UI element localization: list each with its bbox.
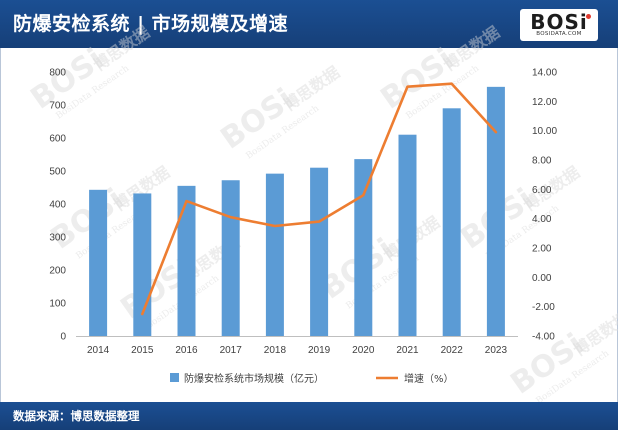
x-tick-label: 2023 xyxy=(485,345,508,356)
y-right-tick-label: 10.00 xyxy=(532,126,557,137)
logo-main-text: BOSi xyxy=(530,10,588,34)
x-tick-label: 2017 xyxy=(220,345,243,356)
y-left-tick-label: 600 xyxy=(49,134,66,145)
page-title: 防爆安检系统 | 市场规模及增速 xyxy=(13,13,289,35)
logo-dot-icon xyxy=(586,14,591,19)
bar xyxy=(177,185,196,336)
chart-axes: 0 100 200 300 400 500 600 700 800 -4.00 -2.00 0.00 2… xyxy=(49,68,557,357)
bar xyxy=(310,167,329,336)
x-tick-label: 2018 xyxy=(264,345,287,356)
legend-line-label: 增速（%） xyxy=(404,372,454,385)
y-left-tick-label: 400 xyxy=(49,200,66,211)
chart-legend: 防爆安检系统市场规模（亿元） 增速（%） xyxy=(170,372,454,385)
brand-logo: BOSi BOSIDATA.COM xyxy=(520,9,598,41)
legend-bar-swatch xyxy=(170,373,179,382)
x-tick-label: 2021 xyxy=(396,345,419,356)
y-left-tick-label: 700 xyxy=(49,101,66,112)
footer-bar: 数据来源：博思数据整理 xyxy=(0,402,618,430)
x-tick-label: 2014 xyxy=(87,345,110,356)
bar-series xyxy=(89,86,505,336)
x-tick-label: 2022 xyxy=(441,345,464,356)
y-right-tick-label: 2.00 xyxy=(532,244,552,255)
bar xyxy=(442,108,461,336)
x-tick-label: 2015 xyxy=(131,345,154,356)
bar xyxy=(354,159,373,336)
y-right-tick-label: 8.00 xyxy=(532,156,552,167)
logo-sub-text: BOSIDATA.COM xyxy=(536,31,582,37)
bar xyxy=(398,134,417,336)
bar xyxy=(221,180,240,336)
y-left-tick-label: 100 xyxy=(49,299,66,310)
watermark-cn: 博思数据 xyxy=(570,307,618,359)
y-right-tick-label: 4.00 xyxy=(532,214,552,225)
x-tick-label: 2020 xyxy=(352,345,375,356)
y-left-tick-label: 800 xyxy=(49,68,66,79)
y-right-tick-label: -2.00 xyxy=(532,302,555,313)
y-left-tick-label: 500 xyxy=(49,167,66,178)
y-right-tick-label: 12.00 xyxy=(532,97,557,108)
y-left-tick-label: 300 xyxy=(49,233,66,244)
y-left-tick-label: 0 xyxy=(60,332,66,343)
y-right-tick-label: 0.00 xyxy=(532,273,552,284)
x-tick-label: 2019 xyxy=(308,345,331,356)
y-right-tick-label: 6.00 xyxy=(532,185,552,196)
bar xyxy=(265,173,284,336)
title-bar: 防爆安检系统 | 市场规模及增速 BOSi BOSIDATA.COM xyxy=(0,0,618,48)
x-tick-label: 2016 xyxy=(175,345,198,356)
bar xyxy=(89,189,108,336)
legend-bar-label: 防爆安检系统市场规模（亿元） xyxy=(184,372,324,385)
y-right-tick-label: 14.00 xyxy=(532,68,557,79)
line-series xyxy=(141,82,498,316)
bar xyxy=(486,86,505,336)
y-right-tick-label: -4.00 xyxy=(532,332,555,343)
y-left-tick-label: 200 xyxy=(49,266,66,277)
data-source: 数据来源：博思数据整理 xyxy=(13,409,140,423)
